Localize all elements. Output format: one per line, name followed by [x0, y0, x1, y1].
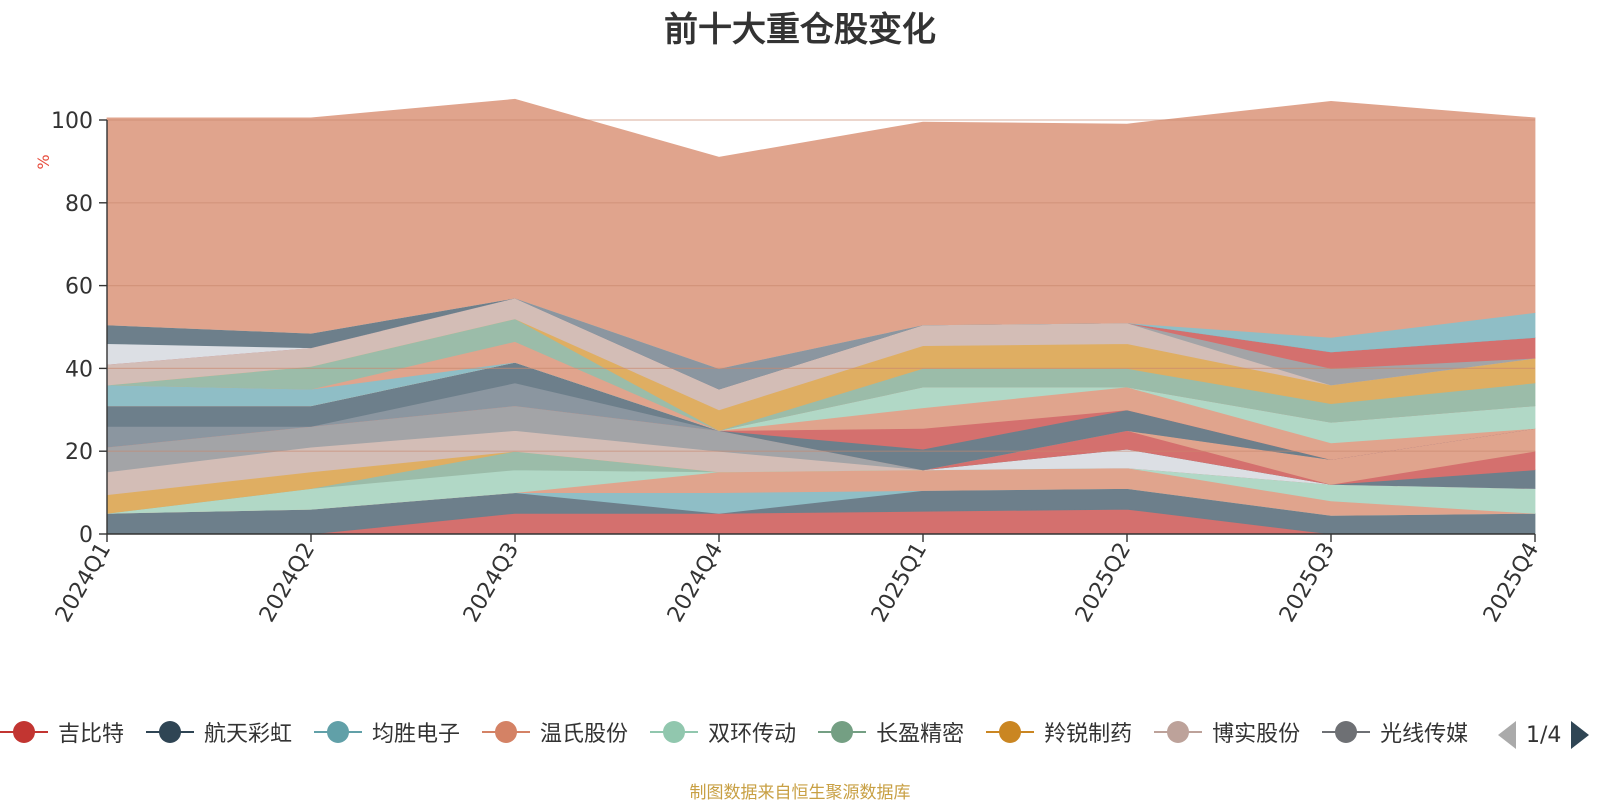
legend-marker-icon	[818, 720, 867, 744]
legend-item-label: 光线传媒	[1380, 722, 1469, 747]
y-tick-label-2: 40	[65, 357, 93, 382]
x-tick-label-0: 2024Q1	[51, 539, 116, 627]
legend-item-label: 吉比特	[58, 722, 125, 747]
legend-item-5[interactable]: 长盈精密	[818, 712, 964, 752]
y-tick-label-1: 20	[65, 440, 93, 465]
legend-marker-icon	[1322, 720, 1371, 744]
x-tick-label-7: 2025Q4	[1479, 539, 1544, 627]
chart-title: 前十大重仓股变化	[664, 10, 936, 50]
legend-item-label: 均胜电子	[372, 722, 461, 747]
legend-marker-icon	[482, 720, 531, 744]
legend-marker-icon	[0, 720, 48, 744]
chart-canvas: 0 20 40 60 80 100 2024Q1 2024Q2 2024Q3 2024Q4 2025…	[34, 98, 1544, 627]
legend-item-label: 长盈精密	[876, 722, 965, 747]
legend-prev-page-arrow-icon[interactable]	[1498, 721, 1516, 749]
y-tick-label-5: 100	[51, 109, 93, 134]
legend-item-4[interactable]: 双环传动	[650, 712, 796, 752]
x-tick-label-1: 2024Q2	[255, 539, 320, 627]
area-series-29[interactable]	[106, 98, 1536, 369]
legend-marker-icon	[650, 720, 699, 744]
y-axis-label: %	[34, 154, 53, 169]
area-layer	[106, 98, 1536, 535]
data-source-note: 制图数据来自恒生聚源数据库	[689, 783, 911, 803]
legend-item-1[interactable]: 航天彩虹	[146, 712, 292, 752]
legend-marker-icon	[314, 720, 363, 744]
legend-pager: 1/4	[1498, 718, 1598, 752]
x-tick-label-3: 2024Q4	[663, 539, 728, 627]
x-tick-label-4: 2025Q1	[867, 539, 932, 627]
legend-item-7[interactable]: 博实股份	[1154, 712, 1300, 752]
y-tick-label-4: 80	[65, 192, 93, 217]
legend-item-label: 温氏股份	[540, 722, 629, 747]
x-tick-label-5: 2025Q2	[1071, 539, 1136, 627]
x-tick-label-2: 2024Q3	[459, 539, 524, 627]
legend-item-label: 双环传动	[708, 722, 797, 747]
legend-page-indicator: 1/4	[1526, 722, 1562, 748]
legend-item-label: 羚锐制药	[1044, 722, 1133, 747]
y-tick-label-3: 60	[65, 275, 93, 300]
legend-item-6[interactable]: 羚锐制药	[986, 712, 1132, 752]
legend-item-label: 博实股份	[1212, 722, 1301, 747]
grid-layer	[107, 119, 1535, 452]
legend-item-label: 航天彩虹	[204, 722, 293, 747]
legend-item-8[interactable]: 光线传媒	[1322, 712, 1468, 752]
legend-item-2[interactable]: 均胜电子	[314, 712, 460, 752]
legend-marker-icon	[1154, 720, 1203, 744]
legend: 吉比特 航天彩虹 均胜电子 温氏股份 双环传动 长盈精密 羚锐制药 博实股份 光线传媒	[0, 712, 1480, 752]
legend-item-0[interactable]: 吉比特	[0, 712, 124, 752]
y-tick-label-0: 0	[79, 523, 93, 548]
legend-next-page-arrow-icon[interactable]	[1571, 721, 1590, 749]
legend-item-3[interactable]: 温氏股份	[482, 712, 628, 752]
legend-marker-icon	[986, 720, 1035, 744]
x-tick-label-6: 2025Q3	[1275, 539, 1340, 627]
legend-marker-icon	[146, 720, 195, 744]
